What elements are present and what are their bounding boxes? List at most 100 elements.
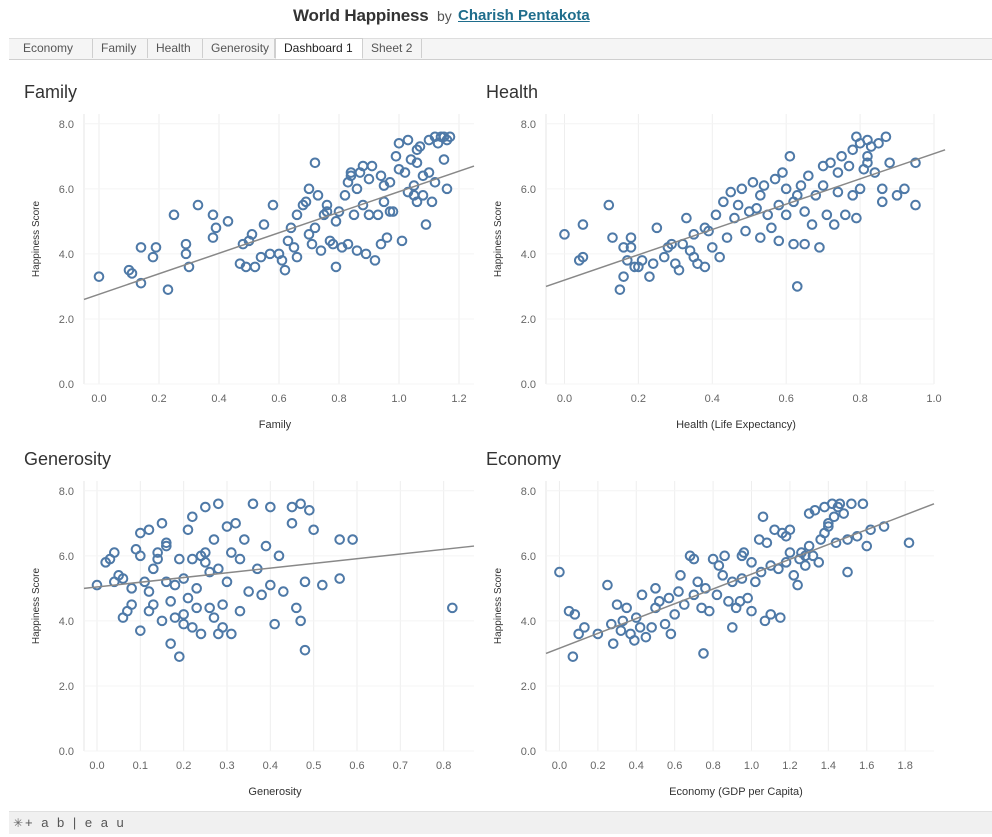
data-point[interactable] (174, 651, 185, 662)
data-point[interactable] (156, 517, 168, 529)
trend-line[interactable] (545, 503, 935, 655)
tab-economy[interactable]: Economy (15, 39, 93, 58)
data-point[interactable] (851, 212, 862, 224)
data-point[interactable] (814, 242, 825, 253)
data-point[interactable] (347, 534, 358, 545)
data-point[interactable] (809, 504, 821, 516)
data-point[interactable] (117, 573, 129, 584)
data-point[interactable] (625, 242, 637, 253)
trend-line[interactable] (83, 165, 475, 301)
data-point[interactable] (711, 589, 723, 601)
data-point[interactable] (647, 258, 659, 269)
data-point[interactable] (681, 212, 692, 224)
data-point[interactable] (429, 177, 441, 188)
data-point[interactable] (288, 242, 300, 253)
data-point[interactable] (703, 225, 714, 237)
data-point[interactable] (255, 251, 267, 263)
data-point[interactable] (773, 235, 785, 247)
data-point[interactable] (673, 586, 684, 597)
data-point[interactable] (161, 540, 172, 552)
data-point[interactable] (636, 589, 648, 601)
data-point[interactable] (291, 209, 303, 221)
data-point[interactable] (204, 566, 215, 578)
data-point[interactable] (207, 209, 219, 221)
data-point[interactable] (369, 255, 381, 266)
data-point[interactable] (806, 219, 818, 230)
data-point[interactable] (426, 196, 438, 208)
data-point[interactable] (135, 242, 147, 253)
data-point[interactable] (799, 238, 810, 250)
data-point[interactable] (559, 229, 570, 240)
data-point[interactable] (736, 573, 748, 584)
data-point[interactable] (567, 651, 579, 662)
data-point[interactable] (817, 180, 829, 191)
data-point[interactable] (135, 527, 146, 539)
data-point[interactable] (195, 628, 207, 640)
data-point[interactable] (276, 255, 288, 266)
tab-generosity[interactable]: Generosity (203, 39, 275, 58)
data-point[interactable] (736, 550, 748, 562)
data-point[interactable] (618, 242, 629, 253)
data-point[interactable] (273, 550, 285, 562)
data-point[interactable] (162, 284, 174, 295)
data-point[interactable] (351, 183, 363, 195)
data-point[interactable] (736, 183, 748, 195)
data-point[interactable] (312, 190, 324, 201)
data-point[interactable] (640, 631, 652, 643)
data-point[interactable] (755, 190, 766, 201)
data-point[interactable] (592, 628, 604, 640)
data-point[interactable] (838, 508, 850, 519)
data-point[interactable] (862, 150, 873, 162)
data-point[interactable] (375, 238, 387, 250)
data-point[interactable] (265, 501, 276, 513)
data-point[interactable] (148, 599, 159, 610)
data-point[interactable] (819, 527, 830, 539)
data-point[interactable] (345, 170, 357, 182)
data-point[interactable] (286, 501, 298, 513)
data-point[interactable] (614, 284, 626, 295)
tab-health[interactable]: Health (148, 39, 203, 58)
data-point[interactable] (803, 170, 814, 182)
data-point[interactable] (210, 222, 222, 234)
data-point[interactable] (200, 547, 211, 558)
data-point[interactable] (135, 550, 146, 562)
data-point[interactable] (306, 238, 318, 250)
data-point[interactable] (258, 219, 270, 230)
data-point[interactable] (363, 209, 375, 221)
data-point[interactable] (126, 599, 137, 610)
data-point[interactable] (847, 190, 859, 201)
data-point[interactable] (611, 599, 623, 610)
data-point[interactable] (217, 599, 228, 610)
data-point[interactable] (239, 534, 250, 545)
data-point[interactable] (299, 644, 311, 656)
data-point[interactable] (840, 209, 851, 221)
data-point[interactable] (910, 199, 921, 211)
data-point[interactable] (165, 596, 176, 607)
data-point[interactable] (420, 219, 432, 230)
data-point[interactable] (792, 579, 803, 591)
data-point[interactable] (208, 612, 220, 623)
data-point[interactable] (317, 579, 328, 591)
data-point[interactable] (843, 160, 855, 172)
data-point[interactable] (727, 576, 738, 588)
data-point[interactable] (703, 605, 715, 617)
data-point[interactable] (750, 576, 761, 588)
data-point[interactable] (152, 553, 163, 565)
data-point[interactable] (634, 622, 646, 633)
data-point[interactable] (825, 157, 836, 169)
data-point[interactable] (152, 547, 163, 558)
data-point[interactable] (315, 245, 327, 256)
data-point[interactable] (309, 222, 321, 234)
data-point[interactable] (295, 615, 306, 627)
data-point[interactable] (213, 498, 224, 510)
data-point[interactable] (766, 222, 777, 234)
data-point[interactable] (221, 521, 233, 532)
data-point[interactable] (603, 199, 615, 211)
data-point[interactable] (573, 628, 584, 640)
tab-sheet-2[interactable]: Sheet 2 (363, 39, 422, 58)
data-point[interactable] (200, 501, 211, 513)
data-point[interactable] (846, 498, 857, 510)
data-point[interactable] (903, 537, 915, 549)
data-point[interactable] (784, 547, 796, 558)
data-point[interactable] (279, 264, 291, 276)
